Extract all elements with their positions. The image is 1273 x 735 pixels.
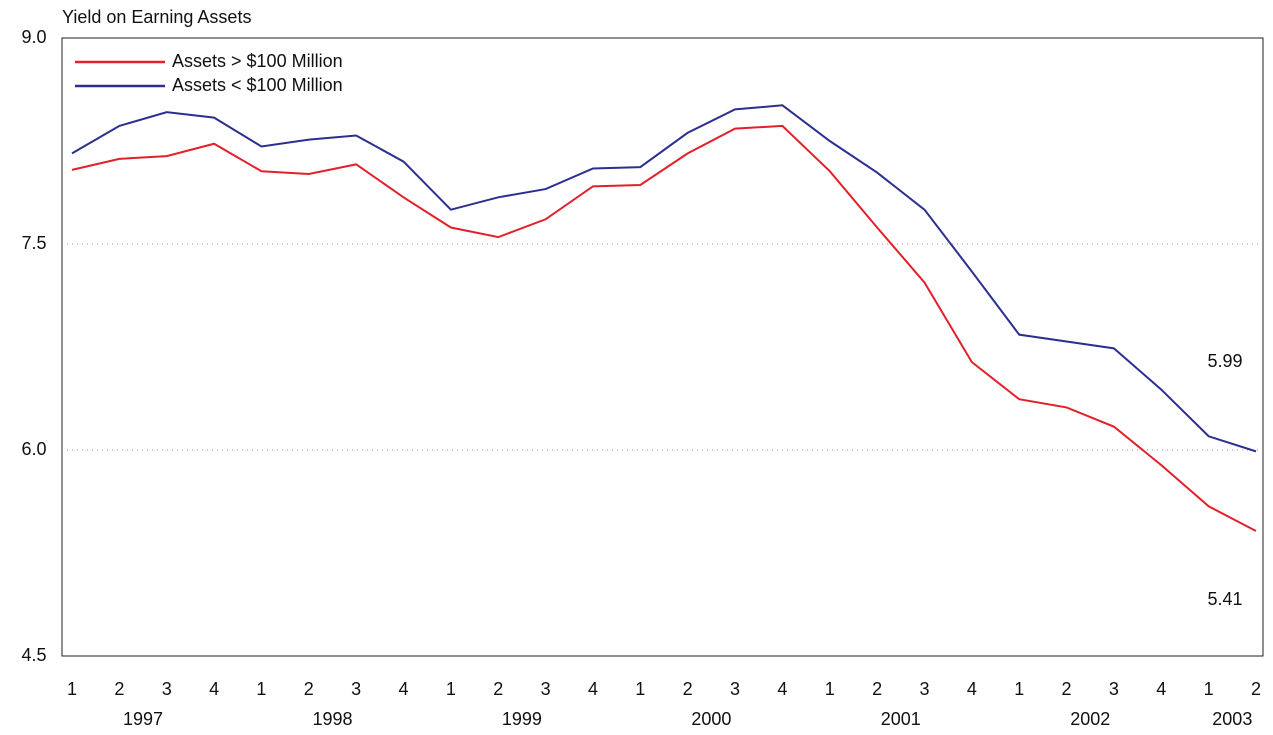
series-line xyxy=(71,124,1257,532)
x-tick-label: 2 xyxy=(683,679,693,699)
x-tick-label: 2 xyxy=(304,679,314,699)
x-tick-label: 1 xyxy=(825,679,835,699)
year-label: 1998 xyxy=(312,709,352,729)
year-label: 1999 xyxy=(502,709,542,729)
x-tick-label: 4 xyxy=(967,679,977,699)
x-tick-label: 4 xyxy=(588,679,598,699)
series-line xyxy=(71,104,1257,453)
year-label: 2000 xyxy=(691,709,731,729)
x-tick-label: 4 xyxy=(1156,679,1166,699)
x-tick-label: 4 xyxy=(399,679,409,699)
plot-frame xyxy=(61,37,1264,657)
x-tick-label: 1 xyxy=(446,679,456,699)
x-tick-label: 2 xyxy=(114,679,124,699)
x-tick-label: 3 xyxy=(351,679,361,699)
y-tick-label: 6.0 xyxy=(21,439,46,459)
year-label: 2003 xyxy=(1212,709,1252,729)
year-label: 2001 xyxy=(881,709,921,729)
x-tick-label: 3 xyxy=(1109,679,1119,699)
year-label: 2002 xyxy=(1070,709,1110,729)
legend-label: Assets > $100 Million xyxy=(172,51,343,71)
y-tick-label: 7.5 xyxy=(21,233,46,253)
end-value-label: 5.41 xyxy=(1207,589,1242,609)
legend-label: Assets < $100 Million xyxy=(172,75,343,95)
y-axis-label: Yield on Earning Assets xyxy=(62,7,251,27)
end-value-label: 5.99 xyxy=(1207,351,1242,371)
x-tick-label: 3 xyxy=(919,679,929,699)
x-tick-label: 2 xyxy=(872,679,882,699)
x-tick-label: 3 xyxy=(162,679,172,699)
x-tick-label: 4 xyxy=(209,679,219,699)
x-tick-label: 1 xyxy=(256,679,266,699)
x-tick-label: 2 xyxy=(1251,679,1261,699)
x-tick-label: 1 xyxy=(1204,679,1214,699)
x-tick-label: 2 xyxy=(493,679,503,699)
x-tick-label: 3 xyxy=(730,679,740,699)
x-tick-label: 1 xyxy=(67,679,77,699)
x-tick-label: 1 xyxy=(1014,679,1024,699)
y-tick-label: 4.5 xyxy=(21,645,46,665)
year-label: 1997 xyxy=(123,709,163,729)
x-tick-label: 2 xyxy=(1062,679,1072,699)
y-tick-label: 9.0 xyxy=(21,27,46,47)
x-tick-label: 4 xyxy=(777,679,787,699)
x-tick-label: 1 xyxy=(635,679,645,699)
x-tick-label: 3 xyxy=(541,679,551,699)
